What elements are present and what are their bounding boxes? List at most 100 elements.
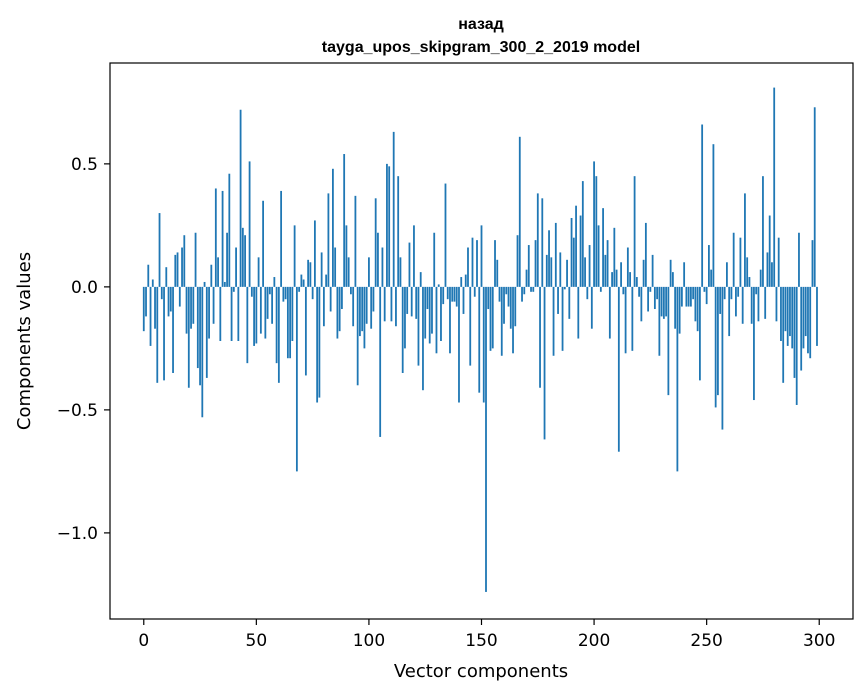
bar (280, 190, 283, 287)
bar (158, 213, 161, 287)
bar (257, 257, 260, 287)
bar (762, 176, 764, 287)
y-axis-label: Components values (14, 252, 35, 430)
bar (237, 286, 240, 341)
bar (316, 286, 319, 403)
bar (746, 257, 749, 287)
bar (226, 232, 228, 287)
bar (311, 286, 314, 300)
bar (816, 286, 818, 346)
bar (665, 286, 668, 317)
bar (527, 245, 530, 287)
chart-subtitle: tayga_upos_skipgram_300_2_2019 model (322, 39, 640, 56)
bars-group (142, 87, 818, 592)
bar (433, 232, 436, 287)
bar (208, 286, 210, 339)
bar (712, 144, 715, 287)
bar (228, 173, 231, 287)
bar (467, 247, 469, 287)
bar (807, 286, 809, 354)
bar (266, 286, 269, 319)
bar (268, 286, 271, 295)
bar (674, 286, 677, 329)
bar (169, 286, 172, 312)
bar (289, 286, 292, 359)
bar (719, 286, 722, 314)
bar (413, 225, 415, 287)
bar (149, 286, 152, 346)
bar (780, 286, 782, 341)
bar (773, 87, 776, 287)
bar (577, 286, 580, 339)
bar (322, 286, 325, 327)
bar (381, 247, 384, 287)
bar (370, 286, 373, 329)
y-tick-label: 0.0 (71, 278, 98, 298)
bar (687, 286, 690, 307)
bar (219, 286, 222, 341)
bar (570, 217, 573, 287)
bar (534, 240, 537, 287)
y-tick-label: −1.0 (57, 524, 98, 544)
bar (615, 269, 618, 287)
bar (795, 286, 798, 405)
bar (487, 286, 490, 310)
bar (291, 286, 294, 341)
bar (259, 286, 262, 334)
bar (543, 286, 546, 440)
bar (608, 286, 611, 339)
bar (786, 286, 789, 346)
bar (329, 286, 332, 312)
bar (293, 225, 296, 287)
bar (422, 286, 424, 391)
bar (379, 286, 382, 437)
bar (507, 286, 510, 307)
bar (426, 286, 429, 310)
bar (147, 264, 150, 287)
bar (581, 181, 584, 287)
bar (651, 254, 654, 287)
bar (593, 161, 595, 287)
bar (383, 286, 386, 322)
bar (559, 252, 562, 287)
bar (586, 286, 589, 300)
bar (588, 245, 591, 287)
bar (523, 286, 526, 295)
bar (633, 176, 636, 287)
bar (372, 286, 375, 312)
bar (325, 274, 328, 287)
bar (717, 286, 719, 396)
bar (689, 286, 692, 307)
bar (597, 225, 600, 287)
bar (277, 286, 280, 383)
bar (541, 198, 544, 287)
bar (298, 286, 301, 292)
bar (640, 286, 643, 322)
bar (395, 286, 397, 327)
bar (584, 257, 586, 287)
bar (462, 286, 465, 314)
bar (397, 176, 400, 287)
bar (694, 286, 697, 322)
bar (444, 183, 447, 287)
bar (338, 286, 341, 332)
bar (680, 286, 683, 307)
bar (464, 274, 467, 287)
bar (478, 286, 481, 393)
bar (160, 286, 163, 300)
bar (791, 286, 794, 349)
bar (485, 286, 487, 592)
bar (221, 190, 224, 287)
bar (282, 286, 285, 302)
bar (440, 286, 442, 341)
bar (768, 215, 771, 287)
bar (667, 286, 670, 396)
bar (334, 247, 337, 287)
bar (241, 227, 244, 287)
bar (629, 272, 631, 287)
bar (410, 286, 413, 317)
bar (451, 286, 454, 302)
bar (174, 254, 177, 287)
bar (671, 272, 674, 287)
